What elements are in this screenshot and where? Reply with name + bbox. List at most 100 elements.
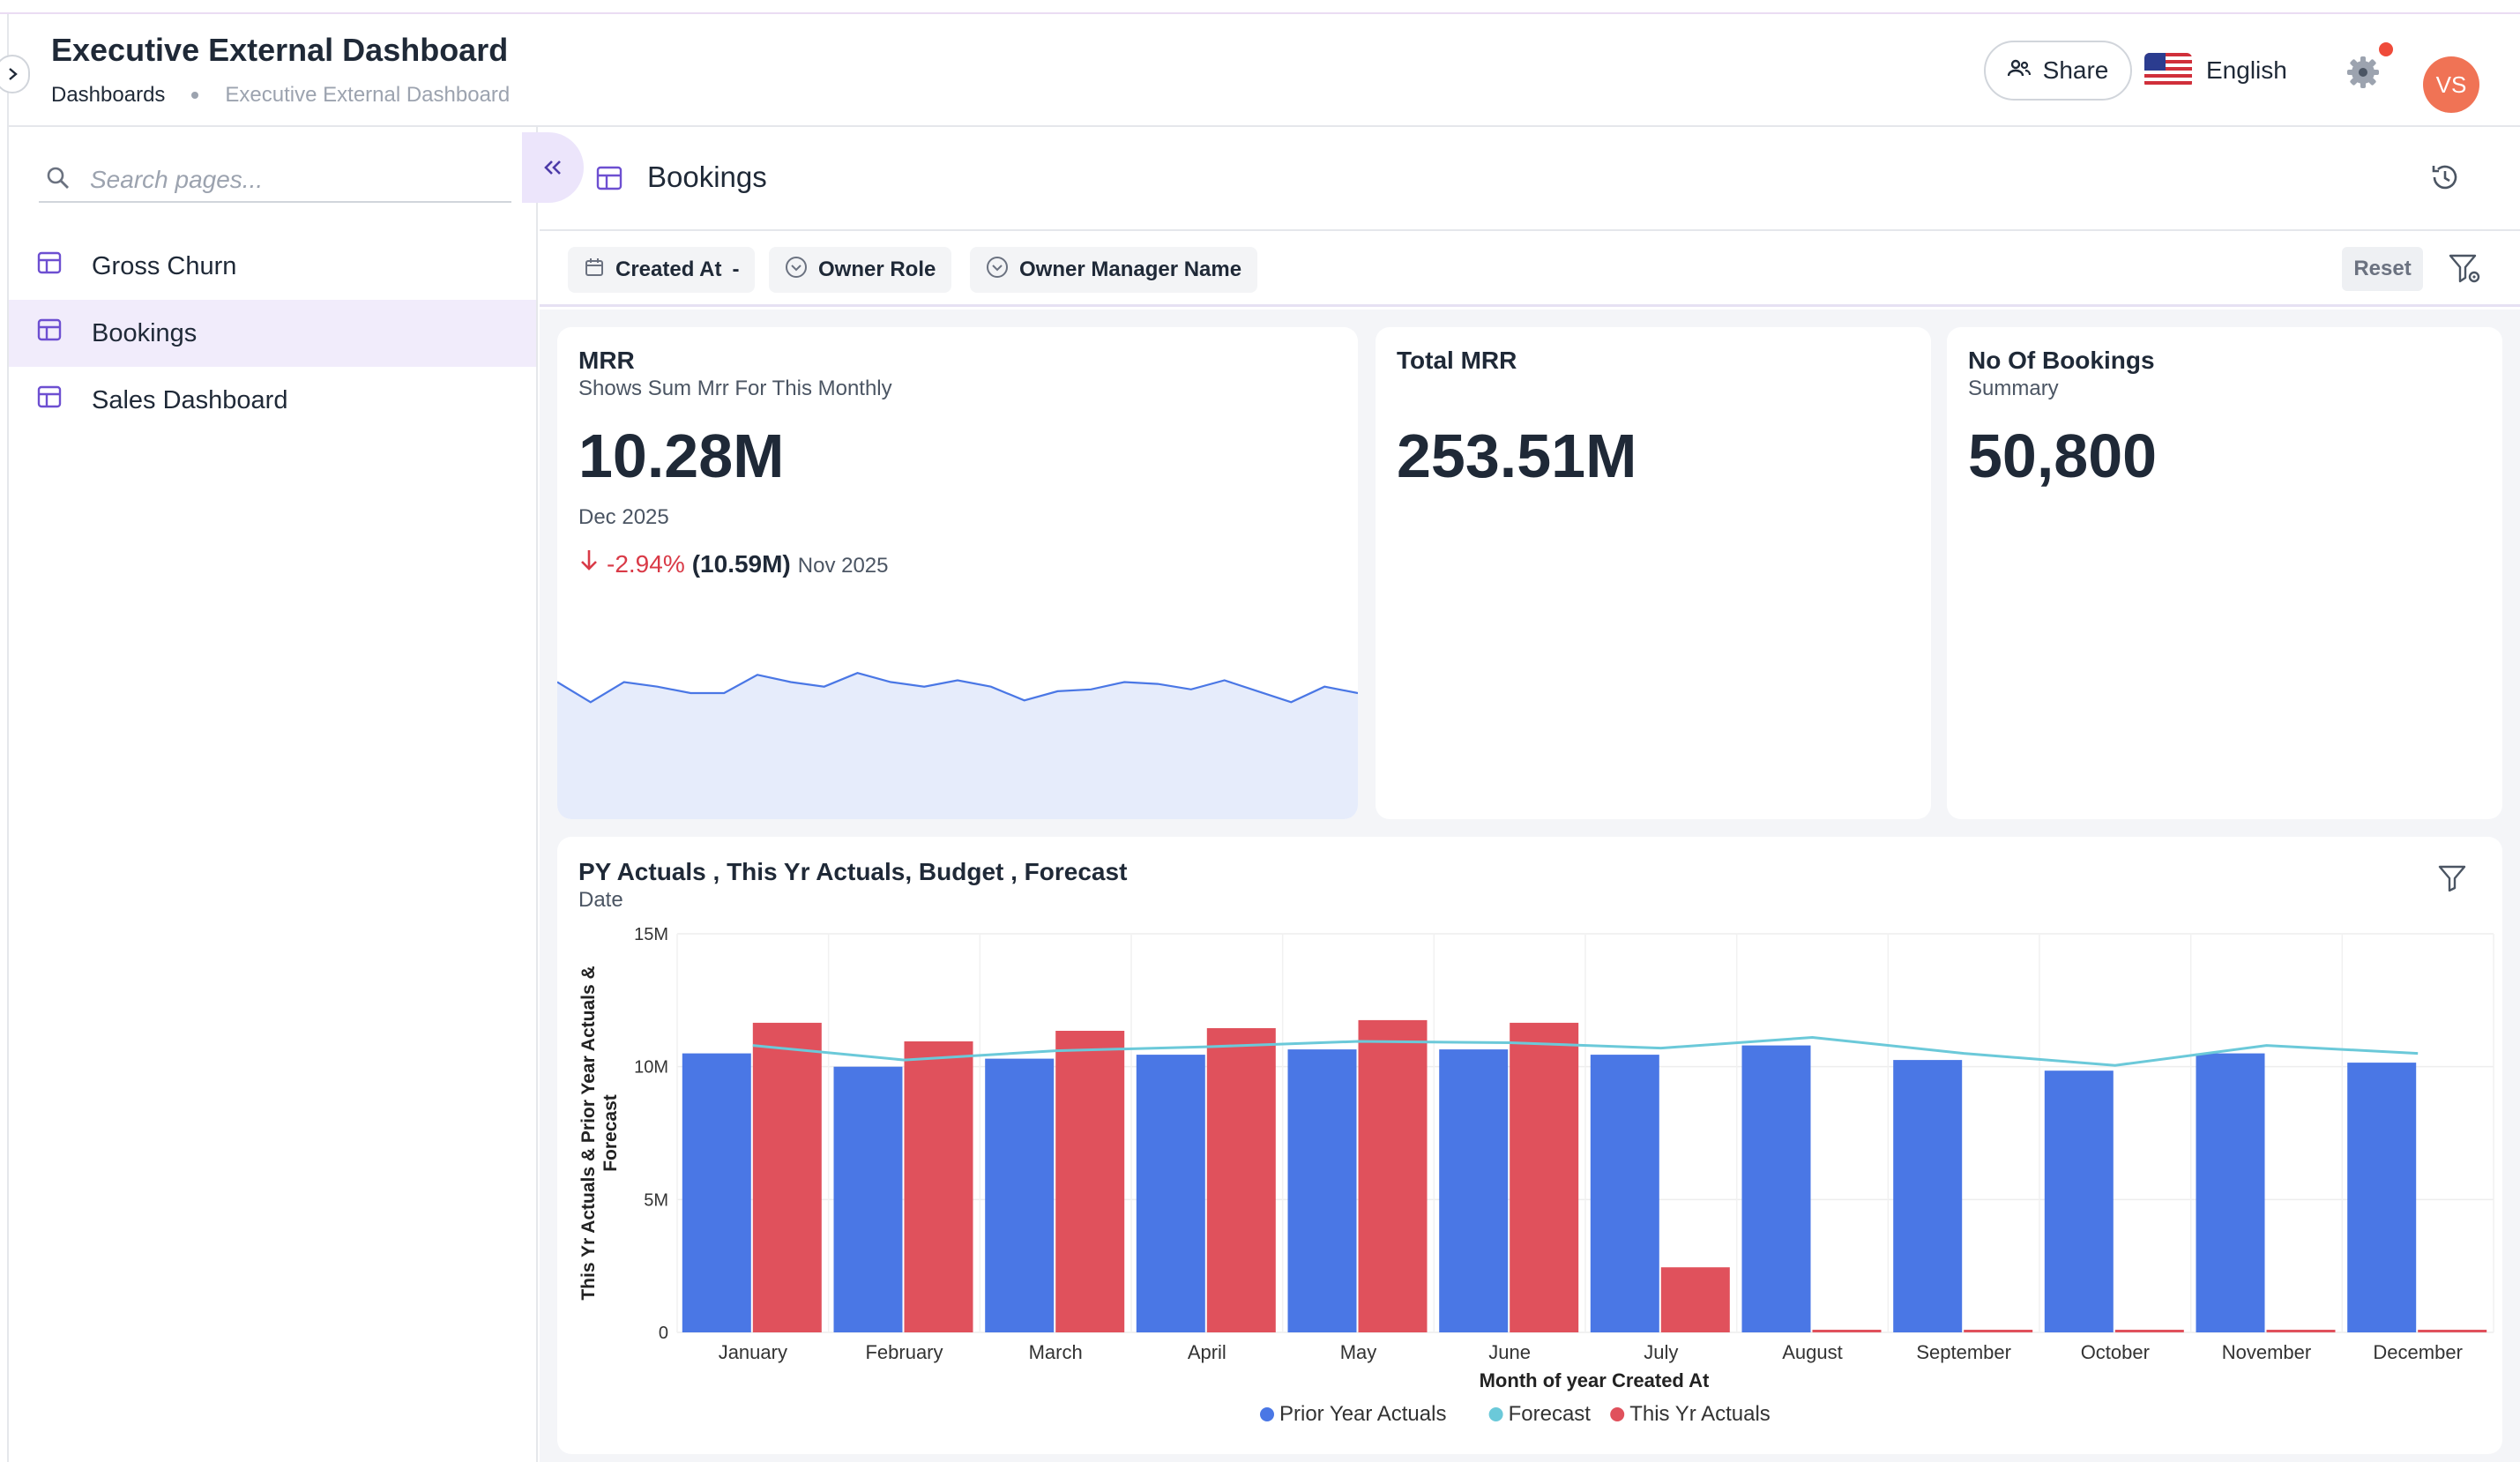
breadcrumb-current: Executive External Dashboard [225,83,511,107]
kpi-value: 10.28M [578,421,785,490]
users-icon [2007,56,2031,85]
left-rail [0,14,9,1462]
delta-previous-value: (10.59M) [691,550,791,578]
bar-prior-year-actuals[interactable] [2196,1053,2265,1332]
search-input[interactable] [90,166,504,194]
calendar-icon [584,257,605,284]
bar-prior-year-actuals[interactable] [1136,1055,1205,1332]
sidebar-item-label: Sales Dashboard [92,385,288,414]
card-title: No Of Bookings [1968,347,2155,374]
kpi-delta: -2.94% (10.59M) Nov 2025 [578,548,889,578]
chart-title: PY Actuals , This Yr Actuals, Budget , F… [578,858,1128,885]
bar-this-yr-actuals[interactable] [2266,1330,2336,1332]
app-header: Executive External Dashboard Dashboards … [9,14,2520,127]
bar-prior-year-actuals[interactable] [985,1058,1055,1332]
kpi-value: 50,800 [1968,421,2158,490]
combo-chart: 0 5M 10M 15M January February March April May Jun… [578,925,2494,1426]
filter-settings-icon[interactable] [2448,252,2483,290]
table-icon [596,166,623,195]
chevron-right-icon [9,68,18,80]
dashboard-content: MRR Shows Sum Mrr For This Monthly 10.28… [540,310,2520,1462]
gear-icon[interactable] [2342,51,2384,93]
sidebar-item-sales-dashboard[interactable]: Sales Dashboard [9,367,536,434]
filter-owner-role[interactable]: Owner Role [769,247,952,293]
bar-prior-year-actuals[interactable] [1287,1049,1357,1332]
bar-this-yr-actuals[interactable] [904,1041,973,1332]
avatar[interactable]: VS [2423,56,2479,113]
legend-label[interactable]: This Yr Actuals [1629,1402,1771,1426]
bookings-card[interactable]: No Of Bookings Summary 50,800 [1947,327,2502,819]
card-title: Total MRR [1397,347,1517,374]
filter-owner-manager-name[interactable]: Owner Manager Name [970,247,1258,293]
y-tick-label: 5M [644,1190,668,1210]
reset-button[interactable]: Reset [2342,247,2423,291]
bar-this-yr-actuals[interactable] [1206,1028,1276,1332]
y-tick-label: 0 [659,1324,668,1343]
legend-label[interactable]: Forecast [1509,1402,1592,1426]
bar-prior-year-actuals[interactable] [2347,1063,2417,1332]
card-subtitle: Summary [1968,377,2059,400]
bar-prior-year-actuals[interactable] [1893,1060,1963,1332]
bar-this-yr-actuals[interactable] [2418,1330,2487,1332]
card-title: MRR [578,347,635,374]
filter-created-at[interactable]: Created At - [568,247,756,293]
x-tick-label: September [1916,1341,2011,1363]
double-chevron-left-icon [544,160,561,175]
page-title: Executive External Dashboard [51,32,509,68]
chevron-down-circle-icon [986,256,1009,285]
mrr-sparkline [557,672,1358,819]
collapse-sidebar-button[interactable] [522,132,584,203]
bar-prior-year-actuals[interactable] [682,1053,751,1332]
x-tick-label: April [1188,1341,1226,1363]
x-tick-label: February [865,1341,943,1363]
x-tick-label: July [1644,1341,1678,1363]
kpi-value: 253.51M [1397,421,1637,490]
breadcrumb: Dashboards Executive External Dashboard [51,83,510,108]
filter-label: Owner Manager Name [1019,257,1242,281]
bar-prior-year-actuals[interactable] [1439,1049,1509,1332]
bar-this-yr-actuals[interactable] [1510,1022,1579,1332]
delta-period: Nov 2025 [797,554,889,578]
bookings-chart-card: 0 5M 10M 15M January February March April May Jun… [557,837,2502,1454]
bar-this-yr-actuals[interactable] [752,1022,822,1332]
bar-this-yr-actuals[interactable] [1660,1267,1730,1332]
breadcrumb-separator [191,92,199,99]
bar-prior-year-actuals[interactable] [1741,1045,1811,1332]
x-tick-label: August [1782,1341,1843,1363]
language-selector[interactable]: English [2144,41,2287,101]
share-button[interactable]: Share [1984,41,2132,101]
bar-prior-year-actuals[interactable] [2044,1070,2114,1332]
x-tick-label: May [1340,1341,1377,1363]
sidebar-item-bookings[interactable]: Bookings [9,300,536,367]
y-tick-label: 10M [634,1058,668,1078]
window-top-border [0,0,2520,14]
total-mrr-card[interactable]: Total MRR 253.51M [1376,327,1931,819]
bar-prior-year-actuals[interactable] [833,1066,903,1332]
delta-percent: -2.94% [607,550,685,578]
mrr-card[interactable]: MRR Shows Sum Mrr For This Monthly 10.28… [557,327,1358,819]
x-tick-label: October [2081,1341,2150,1363]
sidebar-item-gross-churn[interactable]: Gross Churn [9,233,536,300]
sidebar: Gross Churn Bookings Sales Dashboard [9,127,538,1462]
filter-icon[interactable] [2437,863,2467,896]
bar-this-yr-actuals[interactable] [1964,1330,2033,1332]
legend-label[interactable]: Prior Year Actuals [1279,1402,1446,1426]
bar-prior-year-actuals[interactable] [1590,1055,1659,1332]
bar-this-yr-actuals[interactable] [1358,1019,1428,1332]
share-label: Share [2042,56,2109,84]
legend-marker [1488,1407,1503,1421]
bar-this-yr-actuals[interactable] [1055,1031,1125,1332]
notification-dot [2379,42,2393,56]
x-tick-label: November [2222,1341,2311,1363]
bar-this-yr-actuals[interactable] [2114,1330,2184,1332]
sidebar-item-label: Gross Churn [92,251,237,280]
history-icon[interactable] [2428,160,2462,198]
filter-value: - [732,257,740,281]
legend-marker [1610,1407,1625,1421]
forecast-line[interactable] [752,1035,2419,1067]
bar-this-yr-actuals[interactable] [1812,1330,1882,1332]
expand-sidebar-button[interactable] [0,55,30,93]
breadcrumb-dashboards[interactable]: Dashboards [51,83,166,107]
page-heading: Bookings [647,160,767,193]
x-axis-label: Month of year Created At [1480,1369,1710,1391]
